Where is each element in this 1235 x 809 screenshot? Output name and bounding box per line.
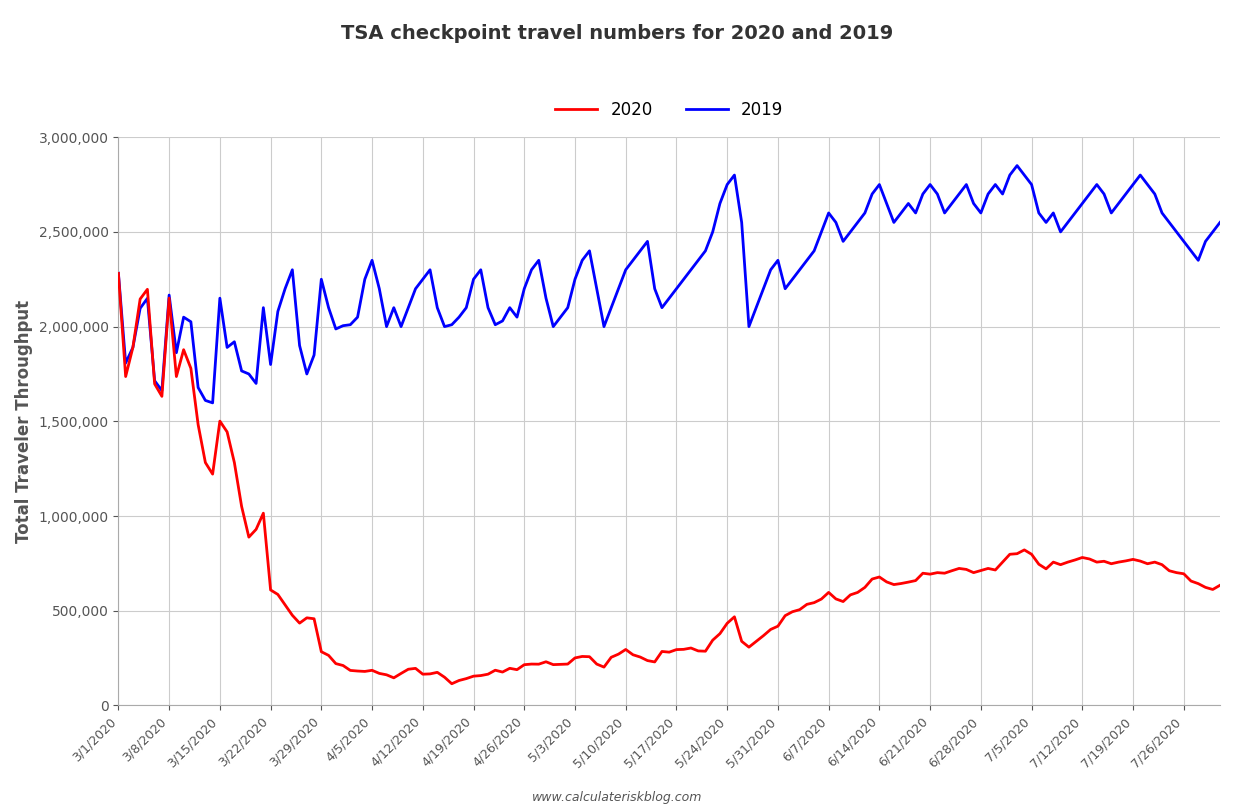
- Line: 2019: 2019: [119, 166, 1220, 403]
- Text: TSA checkpoint travel numbers for 2020 and 2019: TSA checkpoint travel numbers for 2020 a…: [341, 24, 894, 43]
- Y-axis label: Total Traveler Throughput: Total Traveler Throughput: [15, 300, 33, 543]
- Text: www.calculateriskblog.com: www.calculateriskblog.com: [532, 791, 703, 804]
- Legend: 2020, 2019: 2020, 2019: [548, 95, 790, 125]
- Line: 2020: 2020: [119, 273, 1220, 684]
